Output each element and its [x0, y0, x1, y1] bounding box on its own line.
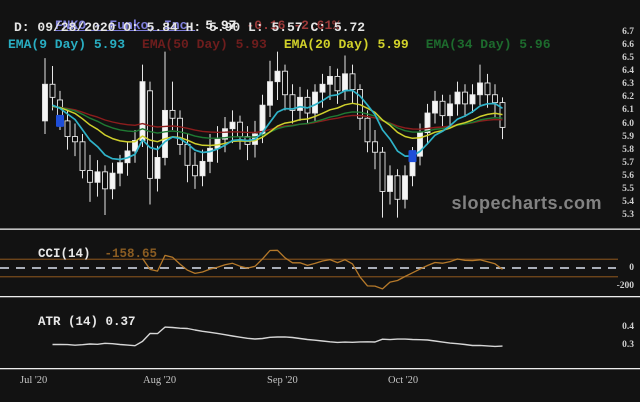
ema-legend-item: EMA(9 Day) 5.93 [8, 37, 126, 52]
price-axis-tick: 6.3 [622, 79, 634, 90]
price-axis-tick: 6.0 [622, 118, 634, 129]
price-axis-tick: 5.3 [622, 210, 634, 220]
atr-line [52, 326, 503, 348]
price-change: -0.16 -2.61% [246, 18, 341, 33]
x-axis-label: Jul '20 [20, 375, 48, 386]
ema-legend-item: EMA(20 Day) 5.99 [283, 37, 409, 52]
quote-row: FNKO - Funko, Inc. 5.97 -0.16 -2.61% [8, 3, 340, 48]
ohlc-readout: D: 09/28/2020 O: 5.84 H: 5.90 L: 5.57 C:… [14, 20, 366, 35]
event-marker[interactable] [408, 150, 417, 163]
atr-axis-tick: 0.4 [622, 322, 634, 332]
price-axis-tick: 6.7 [622, 27, 634, 37]
ema-legend-item: EMA(34 Day) 5.96 [425, 37, 551, 52]
x-axis-label: Aug '20 [143, 375, 177, 386]
candles-group [42, 51, 506, 218]
ema50-line [52, 106, 503, 134]
cci-line [141, 249, 503, 290]
cci-label: CCI(14) [38, 247, 91, 261]
last-price: 5.97 [205, 18, 237, 33]
ema9-line [52, 89, 503, 161]
panel-divider [0, 368, 640, 370]
ema34-line [52, 105, 503, 139]
price-axis-tick: 6.2 [622, 92, 634, 103]
event-marker[interactable] [56, 114, 64, 127]
panel-divider [0, 296, 640, 298]
ema-legend-item: EMA(50 Day) 5.93 [142, 37, 267, 52]
price-axis-tick: 5.9 [622, 131, 634, 142]
panel-divider [0, 228, 640, 230]
x-axis-label: Sep '20 [267, 375, 298, 386]
price-axis-tick: 5.4 [622, 196, 634, 207]
price-axis-tick: 5.6 [622, 170, 634, 181]
price-axis-tick: 6.6 [622, 40, 634, 51]
price-axis-tick: 6.5 [622, 53, 634, 64]
price-axis-tick: 6.4 [622, 66, 634, 77]
ema20-line [52, 102, 503, 147]
cci-axis-tick: 0 [629, 263, 634, 273]
x-axis-label: Oct '20 [388, 375, 419, 386]
watermark: slopecharts.com [451, 193, 602, 213]
price-axis-tick: 6.1 [622, 105, 634, 116]
cci-axis-tick: -200 [616, 280, 634, 291]
cci-panel-label: CCI(14) -158.65 [8, 233, 157, 275]
atr-label: ATR (14) 0.37 [38, 315, 136, 329]
price-axis-tick: 5.5 [622, 183, 634, 194]
price-axis-tick: 5.8 [622, 144, 634, 155]
price-axis-tick: 5.7 [622, 157, 634, 168]
atr-panel-label: ATR (14) 0.37 [8, 301, 136, 343]
cci-value: -158.65 [104, 247, 158, 261]
symbol-link[interactable]: FNKO - Funko, Inc. [54, 18, 196, 33]
ema-legend: EMA(9 Day) 5.93 EMA(50 Day) 5.93 EMA(20 Da… [8, 37, 551, 52]
atr-axis-tick: 0.3 [622, 340, 634, 350]
